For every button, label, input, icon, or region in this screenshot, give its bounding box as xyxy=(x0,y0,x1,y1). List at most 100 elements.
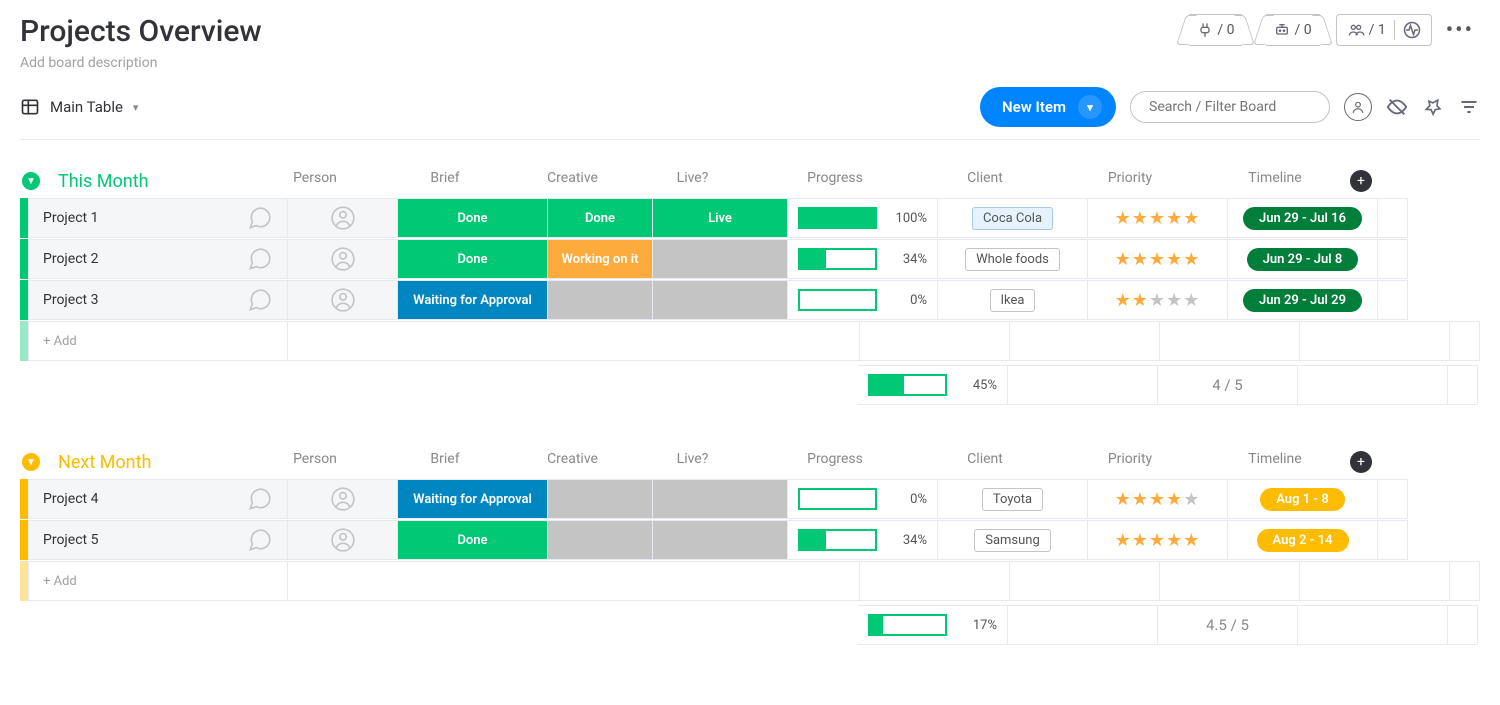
add-item-row[interactable]: + Add xyxy=(20,561,1480,601)
board-description[interactable]: Add board description xyxy=(20,55,262,71)
table-row: Project 1DoneDoneLive100%Coca Cola★★★★★J… xyxy=(20,198,1480,238)
col-header-timeline[interactable]: Timeline xyxy=(1200,451,1350,473)
progress-cell[interactable]: 34% xyxy=(788,520,938,560)
group-collapse-toggle[interactable]: ▼ xyxy=(22,453,40,471)
col-header-timeline[interactable]: Timeline xyxy=(1200,170,1350,192)
row-name-cell[interactable]: Project 2 xyxy=(28,239,288,279)
group-header: ▼ Next Month PersonBriefCreativeLive?Progr… xyxy=(20,451,1480,473)
creative-status-cell[interactable] xyxy=(548,280,653,320)
add-item-row[interactable]: + Add xyxy=(20,321,1480,361)
live-status-cell[interactable] xyxy=(653,280,788,320)
client-cell[interactable]: Toyota xyxy=(938,479,1088,519)
person-cell[interactable] xyxy=(288,520,398,560)
creative-status-cell[interactable]: Working on it xyxy=(548,239,653,279)
col-header-brief[interactable]: Brief xyxy=(370,451,520,473)
item-name: Project 3 xyxy=(43,292,98,308)
col-header-client[interactable]: Client xyxy=(910,170,1060,192)
col-header-progress[interactable]: Progress xyxy=(760,170,910,192)
group-header: ▼ This Month PersonBriefCreativeLive?Progr… xyxy=(20,170,1480,192)
pin-icon[interactable] xyxy=(1422,96,1444,118)
add-column-button[interactable]: + xyxy=(1350,170,1372,192)
col-header-person[interactable]: Person xyxy=(260,170,370,192)
col-header-priority[interactable]: Priority xyxy=(1060,170,1200,192)
chevron-down-icon: ▾ xyxy=(133,101,139,114)
person-filter-icon[interactable] xyxy=(1344,93,1372,121)
page-title[interactable]: Projects Overview xyxy=(20,14,262,49)
col-header-progress[interactable]: Progress xyxy=(760,451,910,473)
chat-icon[interactable] xyxy=(247,246,273,272)
filter-icon[interactable] xyxy=(1458,96,1480,118)
row-name-cell[interactable]: Project 4 xyxy=(28,479,288,519)
row-end xyxy=(1378,479,1408,519)
chat-icon[interactable] xyxy=(247,527,273,553)
brief-status-cell[interactable]: Waiting for Approval xyxy=(398,479,548,519)
add-item-label[interactable]: + Add xyxy=(28,561,288,601)
creative-status-cell[interactable] xyxy=(548,520,653,560)
hide-icon[interactable] xyxy=(1386,96,1408,118)
group-collapse-toggle[interactable]: ▼ xyxy=(22,172,40,190)
summary-progress: 17% xyxy=(858,605,1008,645)
progress-cell[interactable]: 34% xyxy=(788,239,938,279)
view-switcher[interactable]: Main Table ▾ xyxy=(20,97,138,117)
person-cell[interactable] xyxy=(288,479,398,519)
group-title[interactable]: This Month xyxy=(58,171,149,192)
group-summary: 17%4.5 / 5 xyxy=(20,605,1480,645)
chat-icon[interactable] xyxy=(247,205,273,231)
col-header-priority[interactable]: Priority xyxy=(1060,451,1200,473)
priority-cell[interactable]: ★★★★★ xyxy=(1088,520,1228,560)
person-cell[interactable] xyxy=(288,198,398,238)
brief-status-cell[interactable]: Done xyxy=(398,239,548,279)
col-header-live[interactable]: Live? xyxy=(625,451,760,473)
person-cell[interactable] xyxy=(288,280,398,320)
table-row: Project 3 Waiting for Approval 0%Ikea★★★★★… xyxy=(20,280,1480,320)
client-cell[interactable]: Ikea xyxy=(938,280,1088,320)
new-item-button[interactable]: New Item ▾ xyxy=(980,87,1116,127)
automations-chip[interactable]: / 0 xyxy=(1187,14,1244,46)
col-header-creative[interactable]: Creative xyxy=(520,451,625,473)
row-name-cell[interactable]: Project 3 xyxy=(28,280,288,320)
live-status-cell[interactable]: Live xyxy=(653,198,788,238)
creative-status-cell[interactable]: Done xyxy=(548,198,653,238)
brief-status-cell[interactable]: Done xyxy=(398,198,548,238)
client-cell[interactable]: Coca Cola xyxy=(938,198,1088,238)
search-input[interactable] xyxy=(1130,91,1330,123)
timeline-cell[interactable]: Jun 29 - Jul 29 xyxy=(1228,280,1378,320)
progress-cell[interactable]: 0% xyxy=(788,280,938,320)
brief-status-cell[interactable]: Waiting for Approval xyxy=(398,280,548,320)
creative-status-cell[interactable] xyxy=(548,479,653,519)
timeline-cell[interactable]: Jun 29 - Jul 8 xyxy=(1228,239,1378,279)
chat-icon[interactable] xyxy=(247,287,273,313)
row-name-cell[interactable]: Project 5 xyxy=(28,520,288,560)
timeline-cell[interactable]: Jun 29 - Jul 16 xyxy=(1228,198,1378,238)
progress-cell[interactable]: 0% xyxy=(788,479,938,519)
progress-cell[interactable]: 100% xyxy=(788,198,938,238)
timeline-cell[interactable]: Aug 1 - 8 xyxy=(1228,479,1378,519)
client-cell[interactable]: Whole foods xyxy=(938,239,1088,279)
members-chip[interactable]: / 1 xyxy=(1336,14,1432,46)
group-next_month: ▼ Next Month PersonBriefCreativeLive?Progr… xyxy=(20,451,1480,645)
col-header-creative[interactable]: Creative xyxy=(520,170,625,192)
more-menu[interactable]: ••• xyxy=(1440,18,1480,43)
col-header-brief[interactable]: Brief xyxy=(370,170,520,192)
brief-status-cell[interactable]: Done xyxy=(398,520,548,560)
timeline-cell[interactable]: Aug 2 - 14 xyxy=(1228,520,1378,560)
live-status-cell[interactable] xyxy=(653,520,788,560)
live-status-cell[interactable] xyxy=(653,239,788,279)
person-cell[interactable] xyxy=(288,239,398,279)
client-cell[interactable]: Samsung xyxy=(938,520,1088,560)
priority-cell[interactable]: ★★★★★ xyxy=(1088,479,1228,519)
col-header-person[interactable]: Person xyxy=(260,451,370,473)
integrations-chip[interactable]: / 0 xyxy=(1264,14,1321,46)
add-column-button[interactable]: + xyxy=(1350,451,1372,473)
priority-cell[interactable]: ★★★★★ xyxy=(1088,280,1228,320)
priority-cell[interactable]: ★★★★★ xyxy=(1088,239,1228,279)
add-item-label[interactable]: + Add xyxy=(28,321,288,361)
live-status-cell[interactable] xyxy=(653,479,788,519)
row-name-cell[interactable]: Project 1 xyxy=(28,198,288,238)
priority-cell[interactable]: ★★★★★ xyxy=(1088,198,1228,238)
chat-icon[interactable] xyxy=(247,486,273,512)
col-header-live[interactable]: Live? xyxy=(625,170,760,192)
new-item-dropdown[interactable]: ▾ xyxy=(1078,95,1102,119)
group-title[interactable]: Next Month xyxy=(58,452,151,473)
col-header-client[interactable]: Client xyxy=(910,451,1060,473)
